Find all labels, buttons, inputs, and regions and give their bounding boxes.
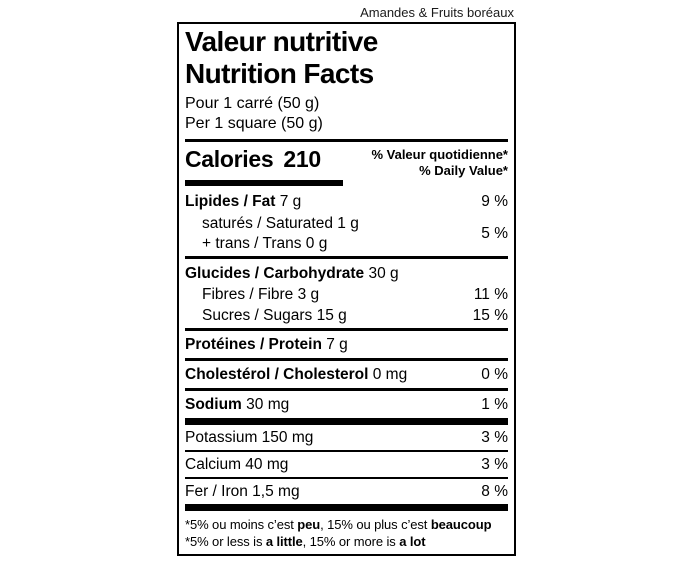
calories-text: Calories 210 [185, 146, 321, 173]
cholesterol-amount: 0 mg [368, 366, 408, 383]
nutrient-row-sodium: Sodium 30 mg 1 % [185, 391, 508, 418]
carbohydrate-name-bold: Glucides / Carbohydrate [185, 265, 365, 282]
sugars-name: Sucres / Sugars 15 g [202, 307, 347, 324]
nutrient-row-sugars: Sucres / Sugars 15 g 15 % [185, 305, 508, 326]
thick-bar-sodium [185, 418, 508, 425]
fat-name: Lipides / Fat 7 g [185, 194, 301, 210]
sugars-dv: 15 % [472, 307, 508, 324]
nutrition-facts-label: Valeur nutritive Nutrition Facts Pour 1 … [177, 22, 516, 556]
fibre-name: Fibres / Fibre 3 g [202, 286, 320, 303]
footnote-fr-pre: *5% ou moins c’est [185, 517, 298, 532]
daily-value-header-fr: % Valeur quotidienne* [371, 147, 508, 162]
potassium-name: Potassium 150 mg [185, 429, 314, 446]
nutrient-row-fat: Lipides / Fat 7 g 9 % [185, 186, 508, 210]
carbohydrate-amount: 30 g [364, 265, 399, 282]
sodium-name: Sodium 30 mg [185, 397, 289, 413]
saturated-trans-dv: 5 % [481, 225, 508, 242]
calories-underline-bar [185, 180, 343, 186]
calories-value: 210 [283, 146, 321, 172]
thick-bar-iron [185, 504, 508, 511]
separator-header [185, 139, 508, 142]
label-title-block: Valeur nutritive Nutrition Facts [185, 26, 508, 90]
cholesterol-dv: 0 % [481, 366, 508, 383]
title-en: Nutrition Facts [185, 58, 374, 89]
serving-size-fr: Pour 1 carré (50 g) [185, 95, 320, 112]
carbohydrate-name: Glucides / Carbohydrate 30 g [185, 263, 399, 284]
calories-row: Calories 210 % Valeur quotidienne* % Dail… [185, 142, 508, 180]
potassium-dv: 3 % [481, 429, 508, 446]
footnote-en: *5% or less is a little, 15% or more is … [185, 533, 508, 550]
cholesterol-name-bold: Cholestérol / Cholesterol [185, 366, 369, 383]
daily-value-header: % Valeur quotidienne* % Daily Value* [371, 146, 508, 179]
fat-subrow-names: saturés / Saturated 1 g + trans / Trans … [185, 214, 359, 254]
footnote-en-bold2: a lot [399, 534, 426, 549]
footnote-fr-bold1: peu [297, 517, 321, 532]
serving-size-block: Pour 1 carré (50 g) Per 1 square (50 g) [185, 94, 508, 134]
fat-name-bold: Lipides / Fat [185, 193, 276, 210]
nutrient-row-calcium: Calcium 40 mg 3 % [185, 452, 508, 477]
daily-value-header-en: % Daily Value* [419, 163, 508, 178]
footnote-en-pre: *5% or less is [185, 534, 266, 549]
title-fr: Valeur nutritive [185, 26, 378, 57]
serving-size-en: Per 1 square (50 g) [185, 115, 323, 132]
nutrient-row-fibre: Fibres / Fibre 3 g 11 % [185, 284, 508, 305]
calcium-name: Calcium 40 mg [185, 456, 289, 473]
protein-amount: 7 g [321, 336, 348, 353]
product-name: Amandes & Fruits boréaux [360, 5, 514, 20]
calcium-dv: 3 % [481, 456, 508, 473]
footnote-en-bold1: a little [265, 534, 303, 549]
nutrient-row-potassium: Potassium 150 mg 3 % [185, 425, 508, 450]
fat-amount: 7 g [275, 193, 302, 210]
separator-fat-carb [185, 256, 508, 259]
carbohydrate-section: Glucides / Carbohydrate 30 g Fibres / Fi… [185, 259, 508, 328]
nutrient-row-saturated: saturés / Saturated 1 g [202, 215, 359, 232]
separator-calcium-iron [185, 477, 508, 479]
calories-label: Calories [185, 146, 274, 172]
nutrient-row-iron: Fer / Iron 1,5 mg 8 % [185, 479, 508, 504]
nutrient-row-cholesterol: Cholestérol / Cholesterol 0 mg 0 % [185, 361, 508, 388]
separator-cholesterol-sodium [185, 388, 508, 391]
fibre-dv: 11 % [473, 286, 508, 303]
cholesterol-name: Cholestérol / Cholesterol 0 mg [185, 367, 407, 383]
fat-dv: 9 % [481, 193, 508, 210]
separator-protein-cholesterol [185, 358, 508, 361]
footnote-en-mid: , 15% or more is [302, 534, 400, 549]
sodium-name-bold: Sodium [185, 396, 242, 413]
footnote-fr-mid: , 15% ou plus c’est [320, 517, 431, 532]
sodium-dv: 1 % [481, 396, 508, 413]
separator-potassium-calcium [185, 450, 508, 452]
separator-carb-protein [185, 328, 508, 331]
nutrient-row-protein: Protéines / Protein 7 g [185, 331, 508, 358]
footnote-fr-bold2: beaucoup [430, 517, 492, 532]
fat-subrows: saturés / Saturated 1 g + trans / Trans … [185, 210, 508, 256]
iron-dv: 8 % [481, 483, 508, 500]
nutrient-row-carbohydrate: Glucides / Carbohydrate 30 g [185, 263, 508, 284]
protein-name: Protéines / Protein 7 g [185, 337, 348, 353]
footnote-fr: *5% ou moins c’est peu, 15% ou plus c’es… [185, 516, 508, 533]
protein-name-bold: Protéines / Protein [185, 336, 322, 353]
iron-name: Fer / Iron 1,5 mg [185, 483, 300, 500]
nutrient-row-trans: + trans / Trans 0 g [202, 235, 328, 252]
sodium-amount: 30 mg [241, 396, 290, 413]
footnote: *5% ou moins c’est peu, 15% ou plus c’es… [185, 511, 508, 550]
